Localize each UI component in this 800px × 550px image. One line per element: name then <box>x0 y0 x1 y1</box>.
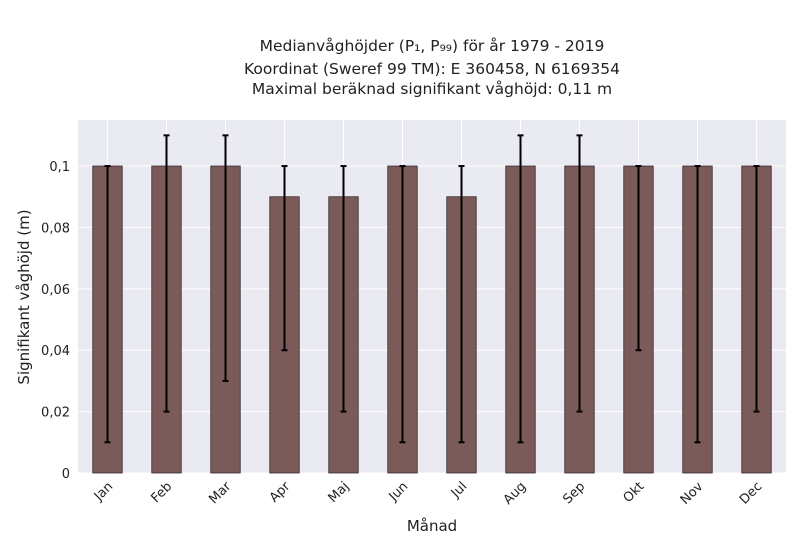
error-bars <box>104 134 760 444</box>
x-tick-label: Jun <box>386 479 412 505</box>
x-tick-label: Nov <box>678 479 707 508</box>
y-tick-label: 0 <box>62 467 70 482</box>
x-tick-label: Jan <box>91 479 116 504</box>
x-tick-label: Mar <box>206 479 234 507</box>
y-tick-label: 0,02 <box>41 406 70 421</box>
y-axis-label: Signifikant våghöjd (m) <box>15 209 33 384</box>
x-tick-label: Aug <box>501 479 530 508</box>
x-tick-label: Apr <box>267 479 294 506</box>
y-tick-label: 0,06 <box>41 283 70 298</box>
y-tick-label: 0,04 <box>41 344 70 359</box>
x-tick-label: Feb <box>148 479 175 506</box>
chart-title: Medianvåghöjder (P₁, P₉₉) för år 1979 - … <box>244 37 620 98</box>
y-tick-label: 0,08 <box>41 221 70 236</box>
x-tick-label: Sep <box>560 479 588 507</box>
y-tick-label: 0,1 <box>49 160 70 175</box>
x-axis-label: Månad <box>407 517 457 535</box>
y-axis-ticks: 0 0,02 0,04 0,06 0,08 0,1 <box>41 160 70 482</box>
x-tick-label: Maj <box>326 479 353 506</box>
x-tick-label: Dec <box>737 479 765 507</box>
title-line-3: Maximal beräknad signifikant våghöjd: 0,… <box>252 80 612 98</box>
plot-area <box>78 120 786 473</box>
title-line-1: Medianvåghöjder (P₁, P₉₉) för år 1979 - … <box>260 37 605 55</box>
title-line-2: Koordinat (Sweref 99 TM): E 360458, N 61… <box>244 60 620 78</box>
x-axis-ticks: Jan Feb Mar Apr Maj Jun Jul Aug Sep Okt Nov Dec <box>91 479 765 508</box>
x-tick-label: Okt <box>621 479 648 506</box>
x-tick-label: Jul <box>448 479 470 501</box>
